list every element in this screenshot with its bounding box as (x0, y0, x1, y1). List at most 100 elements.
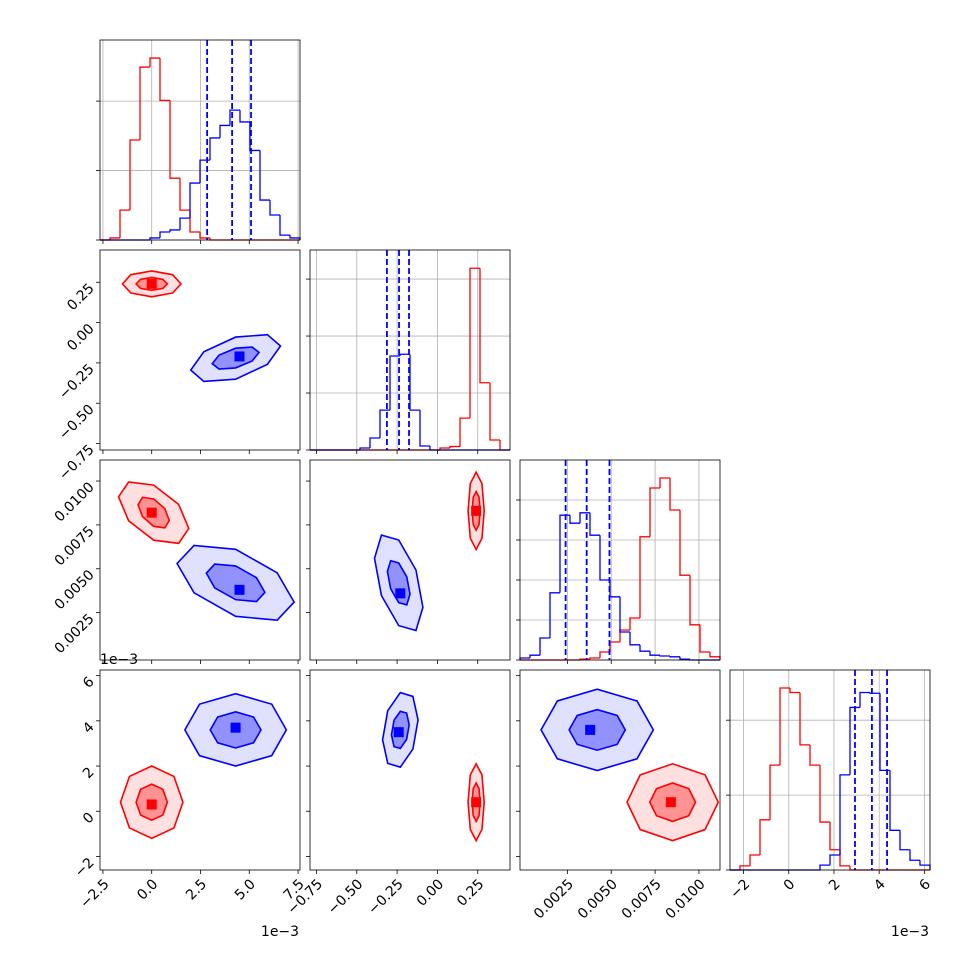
histogram-step (219, 124, 230, 138)
panel-frame (519, 669, 721, 871)
density-peak (146, 507, 157, 518)
panel-frame (729, 669, 931, 871)
histogram-step (159, 231, 170, 238)
histogram-step (399, 353, 410, 356)
histogram-step (419, 410, 430, 447)
histogram-step (139, 66, 150, 140)
histogram-step (839, 774, 850, 856)
histogram-step (699, 624, 710, 653)
density-contour (373, 534, 424, 632)
density-peak (585, 724, 596, 735)
histogram-step (589, 512, 600, 536)
panel-background (310, 250, 510, 450)
histogram-step (859, 691, 870, 708)
histogram-step (849, 706, 860, 775)
histogram-step (129, 139, 140, 211)
histogram-step (409, 354, 420, 411)
histogram-step (549, 592, 560, 638)
panel-frame (99, 39, 301, 241)
density-peak (471, 797, 482, 808)
panel-frame (309, 669, 511, 871)
density-peak (393, 727, 404, 738)
histogram-step (649, 651, 660, 656)
histogram-step (669, 478, 680, 511)
histogram-step (199, 232, 210, 239)
panel-frame (99, 459, 301, 661)
histogram-step (689, 575, 700, 626)
histogram-step (179, 217, 190, 230)
x-offset-text: 1e−3 (891, 924, 929, 940)
histogram-step (249, 121, 260, 152)
panel-frame (99, 249, 301, 451)
histogram-step (739, 865, 750, 870)
histogram-step (629, 617, 640, 630)
density-peak (471, 505, 482, 516)
histogram-step (619, 596, 630, 633)
histogram-step (889, 770, 900, 831)
histogram-step (239, 110, 250, 123)
histogram-step (369, 437, 380, 449)
histogram-step (189, 182, 200, 219)
histogram-step (359, 447, 370, 450)
histogram-step (629, 632, 640, 646)
panel-frame (309, 249, 511, 451)
panel-background (100, 460, 300, 660)
histogram-step (109, 237, 120, 240)
histogram-step (279, 215, 290, 236)
histogram-step (669, 656, 680, 658)
panel-frame (99, 669, 301, 871)
density-contour (540, 688, 655, 772)
histogram-step (819, 864, 830, 870)
histogram-step (169, 229, 180, 233)
density-peak (665, 797, 676, 808)
density-peak (395, 588, 406, 599)
histogram-step (229, 109, 240, 126)
histogram-step (259, 150, 270, 201)
histogram-step (769, 764, 780, 820)
histogram-step (169, 100, 180, 179)
density-peak (230, 722, 241, 733)
histogram-step (809, 744, 820, 766)
histogram-step (639, 536, 650, 618)
histogram-step (389, 355, 400, 411)
histogram-step (489, 382, 500, 441)
histogram-step (649, 487, 660, 537)
density-contour (568, 708, 627, 752)
histogram-step (819, 765, 830, 823)
histogram-step (479, 268, 490, 384)
histogram-step (599, 535, 610, 581)
histogram-step (829, 854, 840, 866)
histogram-step (119, 209, 130, 238)
histogram-step (379, 409, 390, 439)
histogram-step (659, 655, 670, 657)
histogram-step (539, 637, 550, 656)
histogram-step (799, 692, 810, 746)
panel-background (310, 670, 510, 870)
histogram-step (209, 137, 220, 161)
histogram-step (559, 514, 570, 593)
histogram-step (759, 819, 770, 856)
histogram-step (179, 178, 190, 211)
histogram-step (899, 830, 910, 851)
histogram-step (679, 510, 690, 576)
panel-frame (519, 459, 721, 661)
density-peak (146, 278, 157, 289)
histogram-step (149, 57, 160, 68)
panel-background (100, 670, 300, 870)
histogram-step (679, 656, 690, 660)
panel-frame (309, 459, 511, 661)
histogram-step (469, 267, 480, 419)
histogram-step (449, 445, 460, 449)
density-contour (205, 563, 266, 603)
histogram-step (579, 512, 590, 524)
y-offset-text: 1e−3 (100, 652, 138, 668)
histogram-step (159, 58, 170, 102)
histogram-step (589, 657, 600, 660)
histogram-step (829, 822, 840, 851)
panel-background (100, 250, 300, 450)
density-peak (146, 799, 157, 810)
histogram-step (659, 477, 670, 488)
density-peak (234, 584, 245, 595)
